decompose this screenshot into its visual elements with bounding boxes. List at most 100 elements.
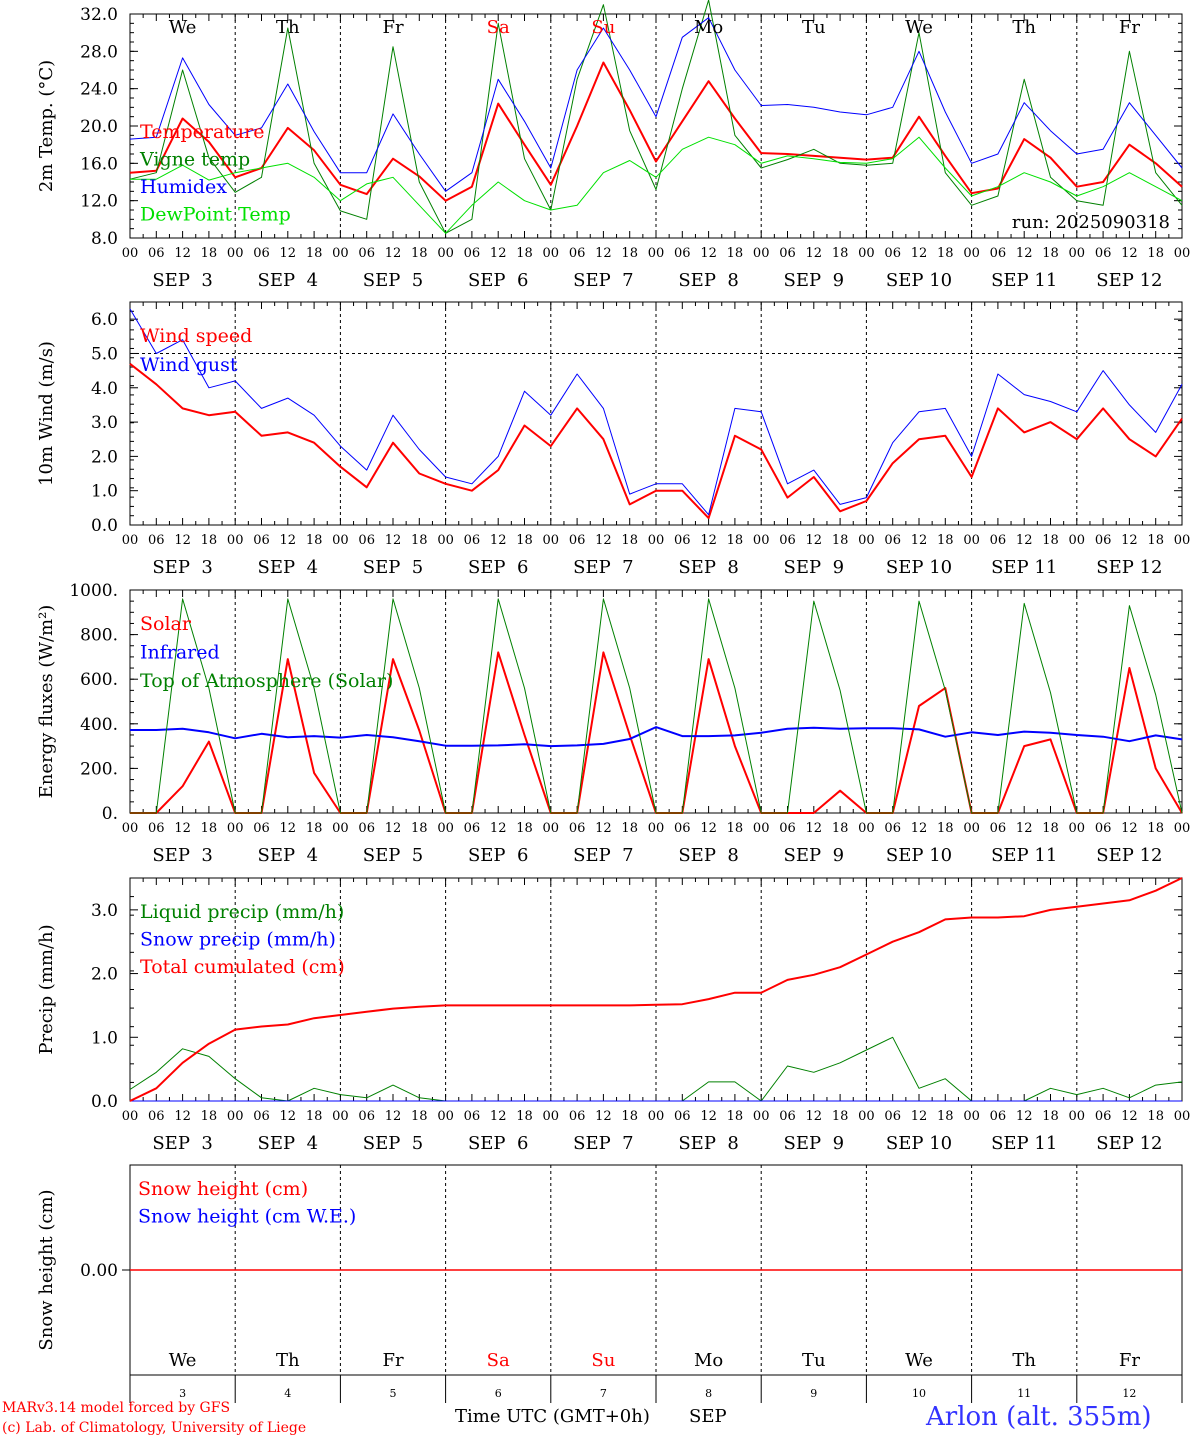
x-hour-label: 12: [174, 246, 191, 261]
hour-ticks: [129, 302, 1183, 525]
legend-snow-precip-mm-h-: Snow precip (mm/h): [140, 929, 336, 951]
x-hour-label: 12: [911, 1109, 928, 1124]
x-hour-label: 00: [963, 1109, 980, 1124]
x-hour-label: 00: [963, 821, 980, 836]
x-hour-label: 06: [253, 246, 270, 261]
x-hour-label: 12: [280, 1109, 297, 1124]
day-number-label: 11: [1017, 1387, 1031, 1400]
weekday-label: Su: [591, 1350, 615, 1371]
x-hour-label: 18: [1147, 821, 1164, 836]
x-hour-label: 00: [122, 1109, 139, 1124]
x-hour-label: 00: [227, 821, 244, 836]
weekday-label: Mo: [694, 1350, 723, 1371]
x-hour-label: 00: [332, 246, 349, 261]
x-hour-label: 06: [990, 1109, 1007, 1124]
x-hour-label: 00: [332, 821, 349, 836]
legend-liquid-precip-mm-h-: Liquid precip (mm/h): [140, 901, 344, 923]
day-number-label: 3: [179, 1387, 186, 1400]
x-day-label: SEP 3: [152, 1133, 212, 1154]
x-hour-label: 12: [595, 246, 612, 261]
x-hour-label: 18: [516, 1109, 533, 1124]
x-hour-label: 18: [201, 533, 218, 548]
series-line-dewpoint-temp: [130, 136, 1183, 234]
y-tick-label: 200.: [80, 759, 118, 779]
x-hour-labels: 00 06 12 18 00 06 12 18 00 06 12 18 00 06 12 18 00 06 12 18…: [122, 246, 1191, 261]
day-number-label: 5: [390, 1387, 397, 1400]
x-hour-label: 06: [779, 246, 796, 261]
y-tick-label: 1000.: [69, 581, 118, 601]
y-tick-label: 0.00: [80, 1261, 118, 1281]
x-hour-label: 12: [911, 246, 928, 261]
x-hour-label: 00: [543, 821, 560, 836]
x-hour-label: 00: [437, 1109, 454, 1124]
x-day-label: SEP 6: [468, 845, 528, 866]
x-hour-label: 06: [253, 533, 270, 548]
x-hour-label: 12: [280, 821, 297, 836]
x-hour-label: 12: [385, 821, 402, 836]
x-hour-label: 06: [884, 821, 901, 836]
x-hour-label: 00: [648, 533, 665, 548]
x-hour-label: 18: [832, 1109, 849, 1124]
x-hour-label: 18: [411, 1109, 428, 1124]
x-day-label: SEP 3: [152, 270, 212, 291]
x-hour-label: 12: [280, 533, 297, 548]
y-axis-label: Precip (mm/h): [36, 924, 57, 1054]
x-hour-label: 12: [1121, 246, 1138, 261]
legend-snow-height-cm-: Snow height (cm): [138, 1178, 308, 1200]
x-hour-label: 06: [148, 1109, 165, 1124]
x-hour-label: 06: [674, 821, 691, 836]
x-hour-label: 00: [332, 1109, 349, 1124]
x-hour-label: 00: [543, 246, 560, 261]
y-tick-label: 1.0: [91, 1028, 118, 1048]
series-line-temperature: [129, 61, 1183, 202]
y-tick-label: 0.0: [91, 516, 118, 536]
x-hour-label: 12: [174, 1109, 191, 1124]
y-tick-label: 3.0: [91, 901, 118, 921]
y-axis-label: Snow height (cm): [36, 1189, 57, 1350]
weekday-label: Th: [276, 1350, 300, 1371]
y-tick-label: 24.0: [80, 80, 118, 100]
x-hour-label: 00: [227, 533, 244, 548]
x-hour-label: 06: [990, 821, 1007, 836]
weekday-label: Th: [276, 17, 300, 38]
weekday-label: We: [905, 17, 933, 38]
month-label: SEP: [689, 1406, 727, 1427]
x-hour-label: 12: [1016, 533, 1033, 548]
x-hour-label: 06: [1095, 1109, 1112, 1124]
x-hour-label: 18: [621, 533, 638, 548]
x-hour-label: 00: [1069, 1109, 1086, 1124]
x-hour-label: 18: [1042, 246, 1059, 261]
x-hour-label: 06: [358, 246, 375, 261]
x-hour-label: 18: [1147, 533, 1164, 548]
x-day-label: SEP 4: [258, 845, 318, 866]
x-day-label: SEP 8: [678, 1133, 738, 1154]
x-hour-label: 12: [911, 821, 928, 836]
x-hour-label: 06: [569, 533, 586, 548]
x-hour-labels: 00 06 12 18 00 06 12 18 00 06 12 18 00 06 12 18 00 06 12 18…: [122, 821, 1191, 836]
panel-energy: 0. 200. 400. 600. 800. 1000. Energy fluxes (W/…: [36, 581, 1190, 866]
x-hour-label: 06: [1095, 821, 1112, 836]
x-hour-label: 00: [1174, 246, 1191, 261]
series-line-infrared: [130, 726, 1183, 748]
legend-snow-height-cm-w-e-: Snow height (cm W.E.): [138, 1206, 356, 1228]
panel-precip: 0.0 1.0 2.0 3.0 Precip (mm/h) Liquid precip (…: [36, 877, 1191, 1154]
x-hour-label: 00: [858, 533, 875, 548]
x-axis-label: Time UTC (GMT+0h): [455, 1406, 650, 1427]
series-line-humidex: [129, 17, 1183, 192]
hour-ticks: [129, 590, 1183, 813]
x-hour-label: 18: [727, 246, 744, 261]
x-hour-label: 06: [1095, 533, 1112, 548]
x-hour-label: 18: [621, 1109, 638, 1124]
x-hour-label: 12: [806, 533, 823, 548]
x-day-label: SEP 11: [991, 270, 1057, 291]
x-day-label: SEP 8: [678, 270, 738, 291]
x-day-label: SEP 12: [1096, 557, 1162, 578]
x-hour-label: 18: [516, 533, 533, 548]
weekday-label: We: [905, 1350, 933, 1371]
x-hour-labels: 00 06 12 18 00 06 12 18 00 06 12 18 00 06 12 18 00 06 12 18…: [122, 1109, 1191, 1124]
x-day-label: SEP 5: [363, 845, 423, 866]
panel-snow: 0.00 Snow height (cm) Snow height (cm) Snow…: [36, 1164, 1183, 1403]
y-axis-label: Energy fluxes (W/m²): [36, 605, 57, 799]
x-hour-label: 18: [411, 246, 428, 261]
y-tick-label: 4.0: [91, 379, 118, 399]
